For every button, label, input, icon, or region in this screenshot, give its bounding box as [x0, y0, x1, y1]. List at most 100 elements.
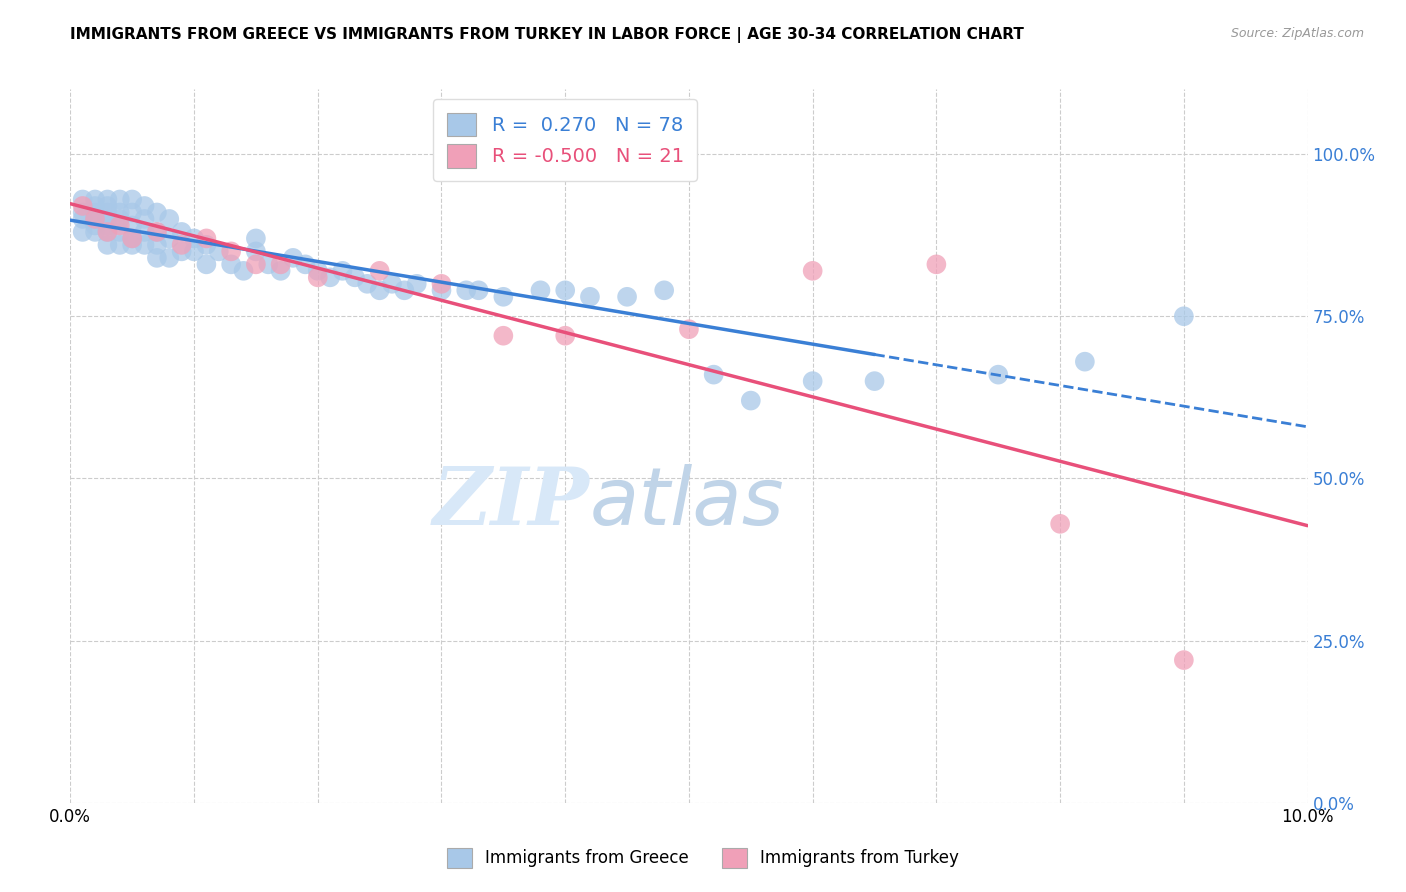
Point — [1173, 310, 1195, 324]
Point — [146, 251, 169, 265]
Point — [96, 225, 118, 239]
Text: Source: ZipAtlas.com: Source: ZipAtlas.com — [1230, 27, 1364, 40]
Text: ZIP: ZIP — [433, 465, 591, 541]
Point — [245, 257, 267, 271]
Point — [467, 283, 489, 297]
Point — [84, 199, 107, 213]
Point — [232, 264, 254, 278]
Point — [925, 257, 948, 271]
Point — [72, 225, 94, 239]
Point — [529, 283, 551, 297]
Point — [245, 244, 267, 259]
Point — [381, 277, 404, 291]
Point — [84, 211, 107, 226]
Point — [678, 322, 700, 336]
Point — [405, 277, 427, 291]
Point — [456, 283, 478, 297]
Point — [332, 264, 354, 278]
Point — [134, 225, 156, 239]
Point — [134, 238, 156, 252]
Point — [170, 238, 193, 252]
Point — [245, 231, 267, 245]
Point — [343, 270, 366, 285]
Point — [554, 328, 576, 343]
Point — [219, 244, 242, 259]
Point — [307, 270, 329, 285]
Point — [183, 244, 205, 259]
Point — [108, 193, 131, 207]
Point — [801, 374, 824, 388]
Point — [121, 219, 143, 233]
Point — [195, 231, 218, 245]
Point — [96, 193, 118, 207]
Point — [195, 257, 218, 271]
Point — [96, 225, 118, 239]
Point — [270, 257, 292, 271]
Point — [84, 193, 107, 207]
Point — [157, 251, 180, 265]
Point — [740, 393, 762, 408]
Point — [84, 225, 107, 239]
Point — [430, 277, 453, 291]
Point — [356, 277, 378, 291]
Point — [492, 328, 515, 343]
Point — [84, 219, 107, 233]
Point — [270, 264, 292, 278]
Legend: R =  0.270   N = 78, R = -0.500   N = 21: R = 0.270 N = 78, R = -0.500 N = 21 — [433, 99, 697, 181]
Point — [108, 211, 131, 226]
Point — [134, 211, 156, 226]
Point — [257, 257, 280, 271]
Point — [96, 205, 118, 219]
Point — [801, 264, 824, 278]
Point — [146, 225, 169, 239]
Point — [121, 231, 143, 245]
Point — [108, 225, 131, 239]
Point — [134, 199, 156, 213]
Point — [1173, 653, 1195, 667]
Point — [319, 270, 342, 285]
Point — [170, 244, 193, 259]
Point — [195, 238, 218, 252]
Point — [394, 283, 416, 297]
Point — [987, 368, 1010, 382]
Point — [96, 199, 118, 213]
Point — [219, 257, 242, 271]
Point — [1049, 516, 1071, 531]
Text: IMMIGRANTS FROM GREECE VS IMMIGRANTS FROM TURKEY IN LABOR FORCE | AGE 30-34 CORR: IMMIGRANTS FROM GREECE VS IMMIGRANTS FRO… — [70, 27, 1024, 43]
Point — [146, 205, 169, 219]
Point — [72, 211, 94, 226]
Point — [307, 264, 329, 278]
Point — [108, 205, 131, 219]
Point — [579, 290, 602, 304]
Point — [72, 199, 94, 213]
Point — [108, 219, 131, 233]
Point — [616, 290, 638, 304]
Point — [72, 193, 94, 207]
Legend: Immigrants from Greece, Immigrants from Turkey: Immigrants from Greece, Immigrants from … — [440, 841, 966, 875]
Point — [652, 283, 675, 297]
Point — [863, 374, 886, 388]
Point — [368, 283, 391, 297]
Point — [121, 231, 143, 245]
Point — [96, 211, 118, 226]
Point — [121, 205, 143, 219]
Point — [157, 211, 180, 226]
Point — [157, 231, 180, 245]
Point — [294, 257, 316, 271]
Point — [121, 238, 143, 252]
Point — [146, 225, 169, 239]
Point — [96, 219, 118, 233]
Point — [170, 225, 193, 239]
Point — [146, 238, 169, 252]
Point — [208, 244, 231, 259]
Point — [121, 193, 143, 207]
Point — [84, 205, 107, 219]
Point — [281, 251, 304, 265]
Point — [430, 283, 453, 297]
Point — [183, 231, 205, 245]
Point — [72, 205, 94, 219]
Point — [492, 290, 515, 304]
Point — [554, 283, 576, 297]
Point — [108, 238, 131, 252]
Point — [368, 264, 391, 278]
